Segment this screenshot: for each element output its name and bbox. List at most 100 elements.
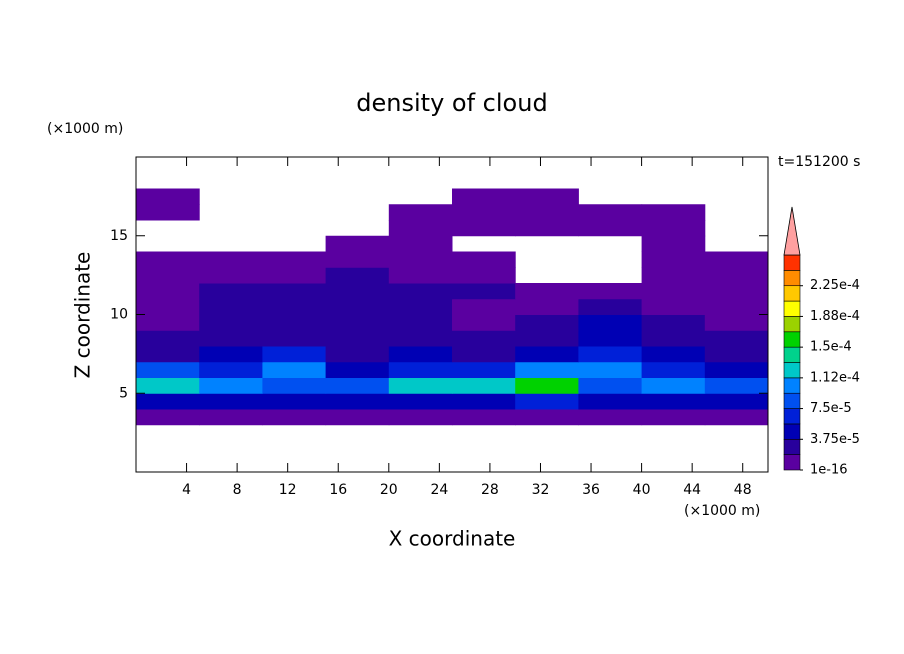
cell bbox=[325, 235, 390, 252]
colorbar-label: 3.75e-5 bbox=[810, 432, 860, 447]
cell bbox=[641, 267, 706, 284]
cell bbox=[262, 267, 327, 284]
cell bbox=[388, 377, 453, 394]
cell bbox=[578, 377, 643, 394]
cell bbox=[452, 298, 516, 315]
colorbar-band bbox=[783, 377, 801, 394]
cell bbox=[388, 204, 453, 221]
cell bbox=[325, 314, 390, 331]
colorbar-over bbox=[783, 206, 801, 256]
cell bbox=[515, 298, 579, 315]
colorbar-label: 2.25e-4 bbox=[810, 278, 860, 293]
cell bbox=[641, 220, 706, 237]
colorbar-band bbox=[783, 331, 801, 348]
cell bbox=[641, 298, 706, 315]
cell bbox=[704, 377, 769, 394]
cell bbox=[704, 346, 769, 363]
cell bbox=[199, 409, 263, 426]
cell bbox=[262, 393, 327, 410]
cell bbox=[452, 346, 516, 363]
x-tick-label: 12 bbox=[279, 482, 297, 498]
time-annotation: t=151200 s bbox=[778, 154, 860, 170]
cell bbox=[199, 314, 263, 331]
cell bbox=[388, 314, 453, 331]
cell bbox=[136, 251, 200, 268]
cell bbox=[136, 267, 200, 284]
cell bbox=[199, 283, 263, 300]
cell bbox=[641, 204, 706, 221]
cell bbox=[704, 251, 769, 268]
cell bbox=[136, 298, 200, 315]
cell bbox=[641, 361, 706, 378]
y-tick-label: 10 bbox=[110, 307, 128, 323]
colorbar-label: 7.5e-5 bbox=[810, 401, 852, 416]
cell bbox=[452, 188, 516, 205]
x-tick-label: 32 bbox=[532, 482, 550, 498]
colorbar-band bbox=[783, 392, 801, 409]
cell bbox=[199, 361, 263, 378]
cell bbox=[325, 393, 390, 410]
cell bbox=[641, 283, 706, 300]
colorbar-label: 1e-16 bbox=[810, 463, 848, 478]
cell bbox=[199, 267, 263, 284]
cell bbox=[704, 393, 769, 410]
cell bbox=[578, 204, 643, 221]
x-tick-label: 16 bbox=[329, 482, 347, 498]
cell bbox=[452, 283, 516, 300]
cell bbox=[262, 283, 327, 300]
cell bbox=[515, 393, 579, 410]
cell bbox=[641, 235, 706, 252]
cell bbox=[262, 409, 327, 426]
x-tick-label: 8 bbox=[233, 482, 242, 498]
cell bbox=[199, 251, 263, 268]
cell bbox=[325, 377, 390, 394]
cell bbox=[578, 330, 643, 347]
cell bbox=[325, 283, 390, 300]
cell bbox=[388, 220, 453, 237]
cell bbox=[262, 314, 327, 331]
cell bbox=[641, 314, 706, 331]
colorbar-band bbox=[783, 362, 801, 379]
chart-title: density of cloud bbox=[356, 89, 547, 117]
cell bbox=[515, 330, 579, 347]
cell bbox=[199, 330, 263, 347]
colorbar-band bbox=[783, 300, 801, 317]
cell bbox=[199, 393, 263, 410]
cell bbox=[262, 377, 327, 394]
cell bbox=[388, 267, 453, 284]
cell bbox=[641, 251, 706, 268]
cell bbox=[515, 377, 579, 394]
cell bbox=[136, 377, 200, 394]
cell bbox=[262, 298, 327, 315]
cell bbox=[515, 283, 579, 300]
cell bbox=[452, 409, 516, 426]
cell bbox=[704, 314, 769, 331]
cell bbox=[325, 251, 390, 268]
cell bbox=[515, 361, 579, 378]
cell bbox=[452, 220, 516, 237]
cell bbox=[704, 267, 769, 284]
colorbar-band bbox=[783, 408, 801, 425]
cell bbox=[325, 346, 390, 363]
cell bbox=[136, 361, 200, 378]
cell bbox=[704, 283, 769, 300]
cell bbox=[388, 283, 453, 300]
cell bbox=[578, 346, 643, 363]
cell bbox=[452, 361, 516, 378]
colorbar-band bbox=[783, 254, 801, 271]
colorbar-band bbox=[783, 270, 801, 287]
cell bbox=[136, 393, 200, 410]
cell bbox=[452, 314, 516, 331]
colorbar-band bbox=[783, 454, 801, 471]
colorbar-band bbox=[783, 346, 801, 363]
cell bbox=[704, 409, 769, 426]
x-tick-label: 44 bbox=[683, 482, 701, 498]
cell bbox=[325, 267, 390, 284]
y-tick-label: 5 bbox=[119, 385, 128, 401]
cell bbox=[388, 235, 453, 252]
cell bbox=[136, 409, 200, 426]
cell bbox=[704, 298, 769, 315]
x-tick-label: 36 bbox=[582, 482, 600, 498]
